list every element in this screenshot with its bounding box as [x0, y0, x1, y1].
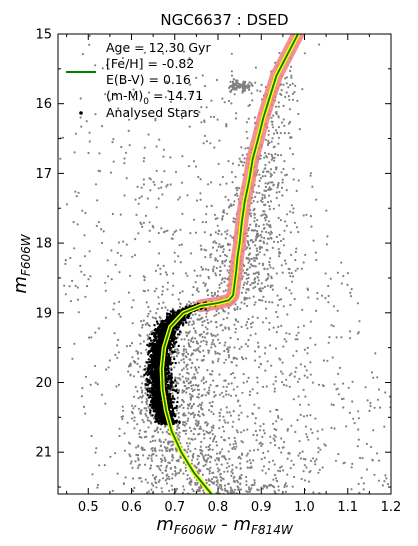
- x-label-sub1: F606W: [174, 523, 217, 537]
- y-tick-label: 18: [35, 237, 52, 252]
- legend-dm-sub: 0: [143, 97, 149, 107]
- isochrone-line: [160, 34, 299, 494]
- x-label-sep: - m: [216, 514, 251, 535]
- x-tick-label: 0.5: [78, 500, 99, 515]
- y-axis-label: mF606W: [10, 233, 33, 293]
- axis-ticks: 0.5 0.6 0.7 0.8 0.9 1.0 1.1 1.2 15 16 17 18 19 20 21: [35, 28, 401, 516]
- y-tick-label: 20: [35, 376, 52, 391]
- plot-area: [58, 34, 391, 494]
- y-label-sub: F606W: [19, 233, 33, 276]
- x-axis-label: mF606W - mF814W: [156, 514, 294, 537]
- y-label-m: m: [10, 276, 31, 294]
- x-tick-label: 0.7: [164, 500, 185, 515]
- plot-frame: [57, 33, 392, 495]
- x-label-m1: m: [156, 514, 174, 535]
- legend-ebv: E(B-V) = 0.16: [106, 72, 191, 87]
- x-tick-label: 0.8: [208, 500, 229, 515]
- legend-dm-suffix: = 14.71: [149, 88, 203, 103]
- y-tick-label: 19: [35, 306, 52, 321]
- x-tick-label: 0.6: [121, 500, 142, 515]
- x-tick-label: 1.0: [294, 500, 315, 515]
- chart-title: NGC6637 : DSED: [160, 11, 288, 29]
- y-tick-label: 16: [35, 97, 52, 112]
- x-tick-label: 0.9: [251, 500, 272, 515]
- legend-dm-prefix: (m-M): [106, 88, 143, 103]
- y-tick-label: 15: [35, 28, 52, 43]
- y-tick-label: 21: [35, 446, 52, 461]
- legend-feh: [Fe/H] = -0.82: [106, 56, 194, 71]
- legend: Age = 12.30 Gyr [Fe/H] = -0.82 E(B-V) = …: [66, 40, 211, 120]
- legend-star-marker: [79, 111, 83, 115]
- y-tick-label: 17: [35, 167, 52, 182]
- legend-stars: Analysed Stars: [106, 105, 199, 120]
- legend-age: Age = 12.30 Gyr: [106, 40, 211, 55]
- legend-distance-modulus: (m-M)0 = 14.71: [106, 88, 203, 107]
- x-tick-label: 1.2: [381, 500, 402, 515]
- x-label-sub2: F814W: [251, 523, 294, 537]
- x-tick-label: 1.1: [337, 500, 358, 515]
